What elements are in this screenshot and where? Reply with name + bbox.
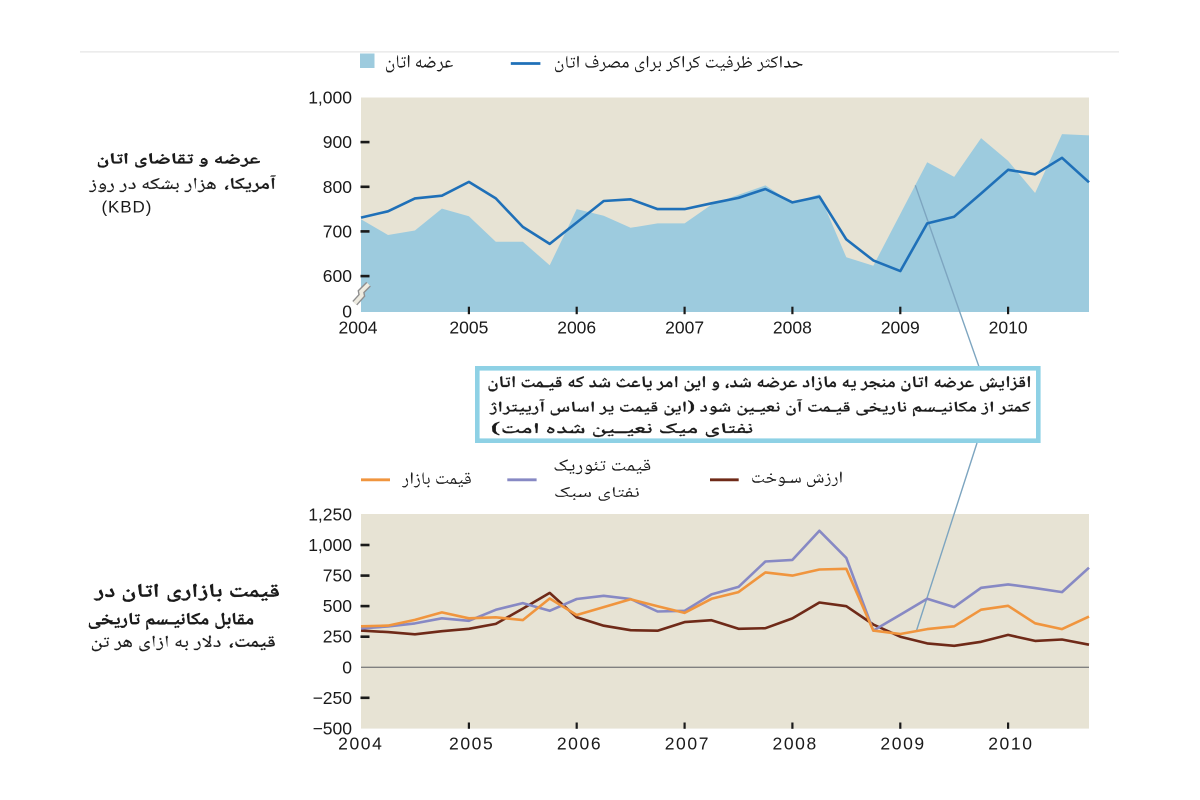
svg-text:2009: 2009 (881, 318, 920, 338)
svg-text:2010: 2010 (989, 318, 1028, 338)
svg-text:0: 0 (342, 302, 352, 322)
svg-text:2004: 2004 (339, 318, 378, 338)
svg-text:2009: 2009 (880, 734, 925, 754)
svg-text:500: 500 (323, 596, 352, 616)
svg-text:600: 600 (323, 266, 352, 286)
svg-text:250: 250 (323, 627, 352, 647)
svg-text:900: 900 (323, 132, 352, 152)
svg-text:2005: 2005 (449, 318, 488, 338)
svg-text:1,000: 1,000 (308, 88, 352, 108)
svg-text:−500: −500 (313, 718, 353, 738)
svg-text:−250: −250 (313, 688, 353, 708)
svg-text:2008: 2008 (773, 318, 812, 338)
svg-text:2005: 2005 (449, 734, 494, 754)
svg-text:1,250: 1,250 (308, 505, 352, 525)
svg-text:700: 700 (323, 221, 352, 241)
svg-text:800: 800 (323, 177, 352, 197)
svg-text:2006: 2006 (557, 318, 596, 338)
svg-text:0: 0 (342, 657, 352, 677)
svg-text:1,000: 1,000 (308, 535, 352, 555)
svg-text:750: 750 (323, 566, 352, 586)
svg-text:2007: 2007 (665, 734, 710, 754)
svg-text:2008: 2008 (773, 734, 818, 754)
svg-text:(KBD): (KBD) (102, 198, 153, 217)
svg-text:2007: 2007 (665, 318, 704, 338)
svg-text:2004: 2004 (338, 734, 383, 754)
svg-text:2010: 2010 (988, 734, 1033, 754)
svg-text:2006: 2006 (557, 734, 602, 754)
